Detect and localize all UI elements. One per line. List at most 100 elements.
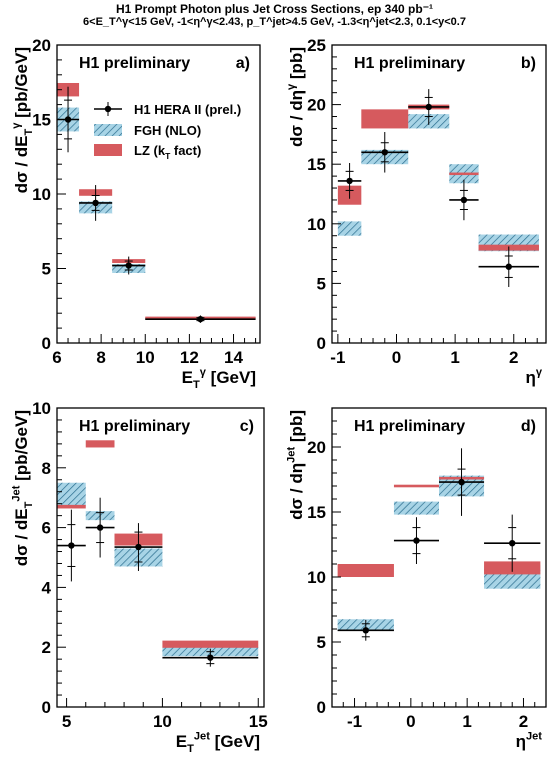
data-point	[460, 196, 468, 204]
y-tick-label: 20	[307, 438, 326, 457]
panel-frame	[331, 44, 547, 344]
data-point	[68, 542, 75, 549]
y-tick-label: 0	[317, 698, 326, 717]
y-tick-label: 2	[42, 638, 51, 657]
y-tick-label: 10	[32, 399, 51, 418]
y-tick-label: 20	[32, 36, 51, 55]
figure-subtitle: 6<E_T^γ<15 GeV, -1<η^γ<2.43, p_T^jet>4.5…	[83, 16, 466, 28]
y-tick-label: 10	[32, 185, 51, 204]
data-point	[197, 315, 204, 323]
x-axis-title: ETγ [GeV]	[182, 366, 256, 391]
nlo-band	[337, 221, 362, 236]
preliminary-label: H1 preliminary	[354, 418, 465, 435]
x-tick-label: 0	[392, 348, 401, 367]
y-tick-label: 25	[307, 36, 326, 55]
preliminary-label: H1 preliminary	[354, 55, 465, 72]
y-tick-label: 5	[42, 260, 51, 279]
data-point	[92, 199, 99, 207]
y-tick-label: 5	[317, 633, 326, 652]
legend-nlo-swatch	[94, 124, 122, 136]
lz-band	[337, 564, 394, 577]
x-tick-label: 8	[96, 348, 105, 367]
panel-letter: d)	[521, 418, 536, 435]
y-tick-label: 0	[317, 334, 326, 353]
preliminary-label: H1 preliminary	[79, 55, 190, 72]
x-tick-label: 10	[136, 348, 155, 367]
x-tick-label: 5	[62, 712, 71, 731]
data-point	[381, 149, 388, 156]
y-axis-title: dσ / dηJet [pb]	[285, 410, 306, 520]
data-point	[125, 262, 132, 269]
y-axis-title: dσ / dETγ [pb/GeV]	[10, 47, 35, 193]
legend-label: LZ (kT fact)	[134, 143, 201, 161]
chart-legend: H1 HERA II (prel.) FGH (NLO) LZ (kT fact)	[94, 102, 241, 161]
y-axis-title: dσ / dηγ [pb]	[285, 47, 306, 147]
panel-letter: c)	[240, 418, 254, 435]
x-axis-title: ηγ	[525, 366, 542, 387]
x-tick-label: 2	[519, 712, 528, 731]
data-point	[458, 478, 465, 486]
x-axis-title: ηJet	[516, 730, 543, 751]
x-tick-label: 1	[462, 712, 471, 731]
y-tick-label: 8	[42, 459, 51, 478]
legend-label: FGH (NLO)	[134, 123, 201, 138]
panel-frame	[56, 407, 265, 708]
data-point	[207, 654, 214, 661]
y-tick-label: 6	[42, 519, 51, 538]
panel-letter: b)	[521, 55, 536, 72]
x-tick-label: 2	[509, 348, 518, 367]
data-point	[135, 543, 142, 551]
x-tick-label: 12	[180, 348, 199, 367]
data-point	[425, 103, 432, 111]
legend-lz-swatch	[94, 144, 122, 156]
lz-band	[449, 172, 479, 176]
y-tick-label: 5	[317, 274, 326, 293]
y-tick-label: 0	[42, 698, 51, 717]
x-tick-label: -1	[330, 348, 345, 367]
nlo-band	[393, 501, 439, 515]
y-tick-label: 15	[307, 503, 326, 522]
figure-header: H1 Prompt Photon plus Jet Cross Sections…	[0, 0, 549, 29]
y-tick-label: 15	[307, 155, 326, 174]
x-tick-label: 10	[153, 712, 172, 731]
x-tick-label: -1	[347, 712, 362, 731]
y-tick-label: 15	[32, 111, 51, 130]
data-point	[413, 537, 420, 544]
y-tick-label: 0	[42, 334, 51, 353]
lz-band	[393, 484, 439, 488]
panel-letter: a)	[236, 55, 250, 72]
legend-data-marker	[104, 105, 112, 113]
x-tick-label: 14	[224, 348, 243, 367]
x-tick-label: 0	[406, 712, 415, 731]
preliminary-label: H1 preliminary	[79, 418, 190, 435]
data-point	[96, 524, 104, 531]
panel-frame	[331, 407, 547, 708]
lz-band	[162, 640, 259, 648]
data-point	[346, 177, 353, 185]
y-tick-label: 10	[307, 215, 326, 234]
lz-band	[85, 440, 115, 448]
x-axis-title: ETJet [GeV]	[176, 730, 260, 755]
x-tick-label: 15	[249, 712, 268, 731]
data-point	[362, 627, 369, 634]
figure-title: H1 Prompt Photon plus Jet Cross Sections…	[115, 2, 434, 16]
data-point	[505, 263, 512, 270]
y-tick-label: 10	[307, 568, 326, 587]
y-tick-label: 4	[42, 578, 52, 597]
data-point	[509, 540, 516, 547]
legend-label: H1 HERA II (prel.)	[134, 102, 241, 117]
x-tick-label: 6	[52, 348, 61, 367]
lz-band	[361, 109, 409, 129]
x-tick-label: 1	[450, 348, 459, 367]
y-tick-label: 20	[307, 96, 326, 115]
nlo-band	[57, 482, 86, 507]
lz-band	[57, 504, 86, 509]
y-axis-title: dσ / dETJet [pb/GeV]	[10, 410, 35, 566]
data-point	[64, 116, 72, 123]
